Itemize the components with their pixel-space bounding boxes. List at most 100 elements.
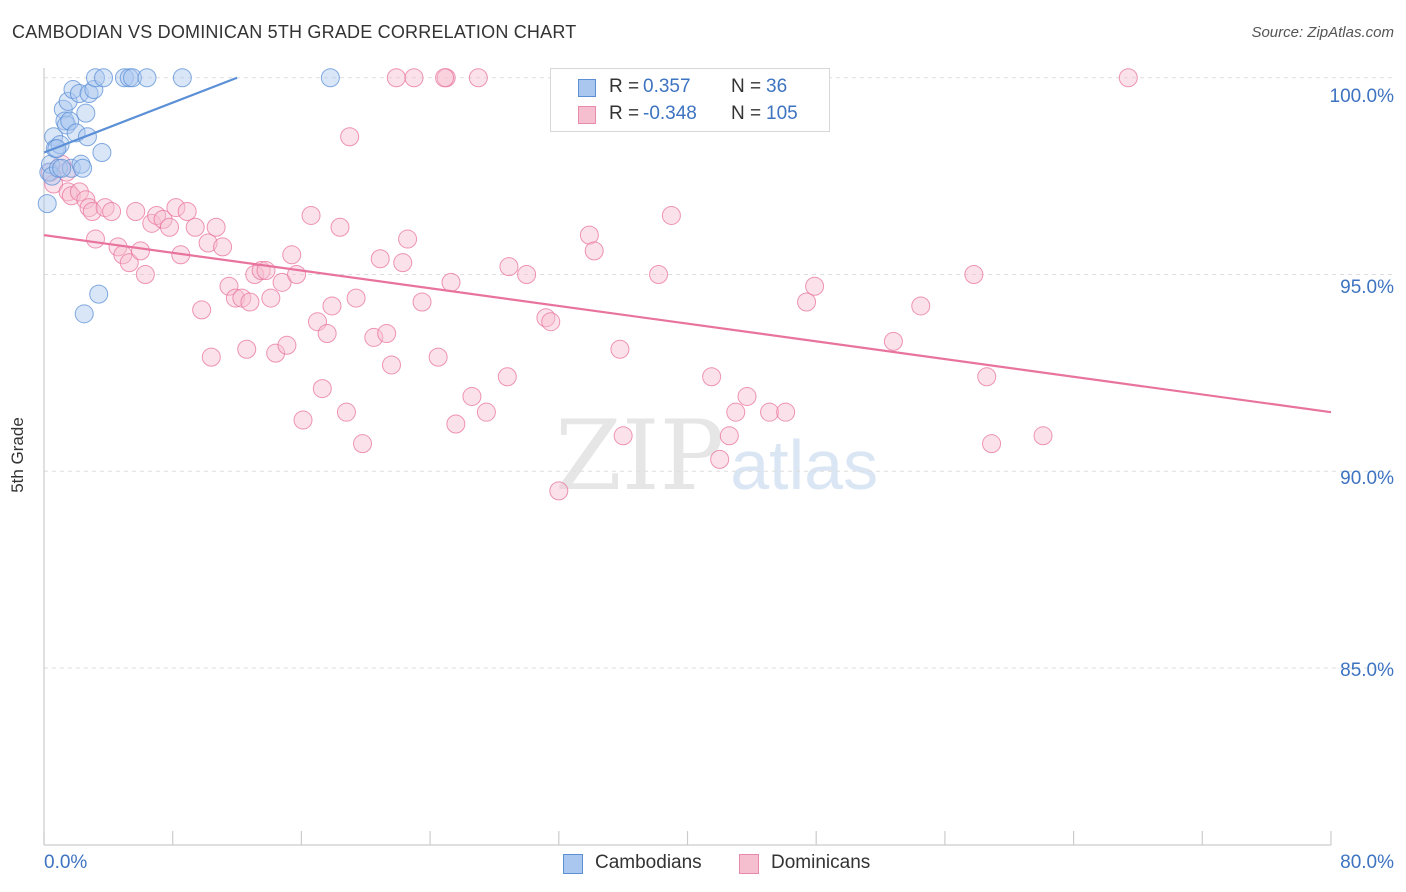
data-point-dominicans: [102, 202, 122, 222]
data-point-dominicans: [322, 296, 342, 316]
legend-swatch-cambodians: [563, 854, 583, 874]
data-point-dominicans: [185, 217, 205, 237]
legend-swatch-cambodians: [578, 79, 596, 97]
series-cambodians: [37, 68, 340, 324]
data-point-dominicans: [702, 367, 722, 387]
data-point-dominicans: [805, 276, 825, 296]
data-point-cambodians: [114, 68, 134, 88]
data-point-dominicans: [737, 386, 757, 406]
legend-swatch-dominicans: [739, 854, 759, 874]
series-dominicans: [40, 68, 1138, 501]
legend-label-dominicans: Dominicans: [771, 852, 871, 873]
data-point-dominicans: [119, 253, 139, 273]
x-tick-label-min: 0.0%: [44, 852, 88, 873]
data-point-dominicans: [435, 68, 455, 88]
legend-row-cambodians: R = 0.357 N = 36: [551, 73, 829, 100]
data-point-dominicans: [237, 339, 257, 359]
data-point-dominicans: [272, 272, 292, 292]
axes: [43, 68, 1332, 846]
data-point-dominicans: [661, 205, 681, 225]
stats-legend: R = 0.357 N = 36 R = -0.348 N = 105: [550, 68, 830, 132]
data-point-dominicans: [76, 190, 96, 210]
data-point-dominicans: [441, 272, 461, 292]
legend-n-label: N =: [731, 103, 762, 124]
data-point-dominicans: [381, 355, 401, 375]
data-point-dominicans: [977, 367, 997, 387]
data-point-dominicans: [153, 209, 173, 229]
data-point-dominicans: [499, 257, 519, 277]
data-point-dominicans: [330, 217, 350, 237]
data-point-dominicans: [719, 426, 739, 446]
data-point-dominicans: [317, 323, 337, 343]
data-point-cambodians: [92, 142, 112, 162]
data-point-dominicans: [277, 335, 297, 355]
watermark: ZIPatlas: [555, 400, 878, 512]
data-point-dominicans: [213, 237, 233, 257]
data-point-dominicans: [1118, 68, 1138, 88]
watermark-atlas: atlas: [730, 426, 879, 504]
y-tick-label-100: 100.0%: [1329, 86, 1394, 107]
x-tick-label-max: 80.0%: [1340, 852, 1394, 873]
data-point-dominicans: [364, 327, 384, 347]
data-point-cambodians: [74, 304, 94, 324]
data-point-dominicans: [412, 292, 432, 312]
data-point-cambodians: [42, 166, 62, 186]
legend-row-dominicans: R = -0.348 N = 105: [551, 100, 829, 127]
data-point-dominicans: [192, 300, 212, 320]
legend-r-label: R =: [609, 76, 640, 97]
data-point-dominicans: [393, 253, 413, 273]
data-point-cambodians: [58, 91, 78, 111]
y-tick-label-95: 95.0%: [1340, 277, 1394, 298]
data-point-dominicans: [468, 68, 488, 88]
data-point-dominicans: [649, 264, 669, 284]
data-point-dominicans: [131, 241, 151, 261]
data-point-cambodians: [172, 68, 192, 88]
data-point-cambodians: [73, 158, 93, 178]
data-point-cambodians: [89, 284, 109, 304]
data-point-dominicans: [69, 182, 89, 202]
data-point-dominicans: [541, 312, 561, 332]
data-point-dominicans: [82, 202, 102, 222]
legend-n-value: 36: [766, 76, 788, 97]
data-point-dominicans: [579, 225, 599, 245]
watermark-zip: ZIP: [555, 400, 725, 512]
data-point-dominicans: [266, 343, 286, 363]
trend-line-dominicans: [43, 234, 1332, 414]
data-point-dominicans: [166, 198, 186, 218]
data-point-dominicans: [353, 434, 373, 454]
data-point-cambodians: [44, 127, 64, 147]
data-point-dominicans: [386, 68, 406, 88]
data-point-dominicans: [219, 276, 239, 296]
data-point-dominicans: [398, 229, 418, 249]
data-point-dominicans: [776, 402, 796, 422]
data-point-dominicans: [206, 217, 226, 237]
legend-n-label: N =: [731, 76, 762, 97]
y-tick-label-85: 85.0%: [1340, 660, 1394, 681]
chart-title: CAMBODIAN VS DOMINICAN 5TH GRADE CORRELA…: [12, 22, 577, 42]
data-point-cambodians: [76, 103, 96, 123]
data-point-dominicans: [446, 414, 466, 434]
data-point-dominicans: [476, 402, 496, 422]
data-point-dominicans: [370, 249, 390, 269]
data-point-dominicans: [760, 402, 780, 422]
data-point-dominicans: [261, 288, 281, 308]
data-point-dominicans: [377, 323, 397, 343]
data-point-dominicans: [201, 347, 221, 367]
data-point-cambodians: [85, 68, 105, 88]
data-point-dominicans: [346, 288, 366, 308]
legend-r-label: R =: [609, 103, 640, 124]
data-point-dominicans: [177, 202, 197, 222]
data-point-dominicans: [982, 434, 1002, 454]
data-point-dominicans: [198, 233, 218, 253]
data-point-cambodians: [320, 68, 340, 88]
data-point-dominicans: [404, 68, 424, 88]
data-point-cambodians: [52, 158, 72, 178]
data-point-dominicans: [240, 292, 260, 312]
data-point-dominicans: [428, 347, 448, 367]
data-point-dominicans: [135, 264, 155, 284]
data-point-dominicans: [610, 339, 630, 359]
legend-n-value: 105: [766, 103, 798, 124]
data-point-dominicans: [301, 205, 321, 225]
data-point-dominicans: [126, 202, 146, 222]
data-point-dominicans: [497, 367, 517, 387]
